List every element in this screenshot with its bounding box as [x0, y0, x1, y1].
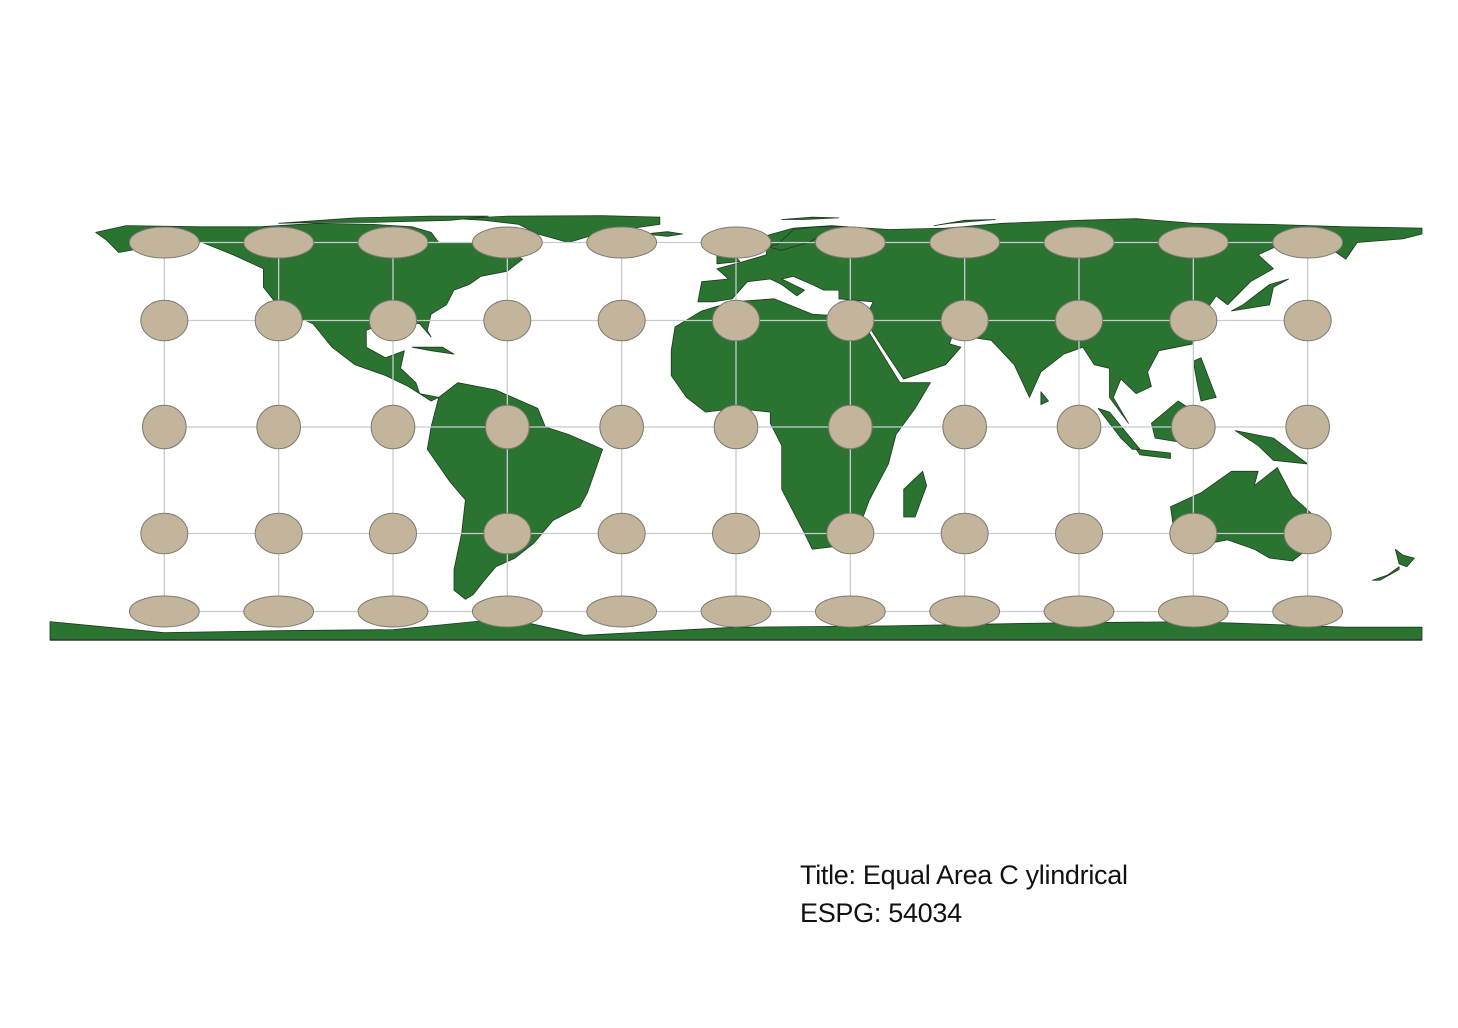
land-novaya-zemlya	[933, 219, 996, 227]
tissot-ellipse	[1055, 299, 1103, 342]
land-sri-lanka	[1040, 391, 1049, 406]
tissot-ellipse	[1171, 404, 1216, 450]
tissot-ellipse	[814, 595, 886, 628]
land-java	[1135, 448, 1171, 459]
tissot-ellipse	[586, 595, 658, 628]
tissot-ellipse	[1157, 595, 1229, 628]
tissot-ellipse	[700, 595, 772, 628]
tissot-ellipse	[826, 512, 875, 555]
land-madagascar	[903, 470, 927, 518]
tissot-ellipse	[1272, 226, 1344, 259]
tissot-ellipse	[599, 404, 644, 450]
tissot-ellipse	[140, 299, 189, 342]
tissot-ellipse	[713, 404, 759, 450]
tissot-ellipse	[826, 299, 875, 342]
tissot-ellipse	[471, 595, 543, 628]
tissot-ellipse	[357, 226, 429, 259]
land-arctic-islands	[278, 215, 489, 224]
land-japan	[1231, 278, 1289, 312]
tissot-ellipse	[1283, 299, 1332, 342]
land-new-zealand-south	[1372, 566, 1400, 581]
tissot-ellipse	[471, 226, 543, 259]
tissot-ellipse	[1272, 595, 1344, 628]
tissot-ellipse	[814, 226, 886, 259]
land-new-guinea	[1234, 430, 1309, 465]
tissot-ellipse	[357, 595, 429, 628]
tissot-ellipse	[1043, 226, 1115, 259]
tissot-ellipse	[485, 404, 530, 450]
tissot-ellipse	[1056, 404, 1102, 450]
tissot-ellipse	[140, 512, 189, 555]
tissot-ellipse	[929, 595, 1001, 628]
tissot-ellipse	[1283, 512, 1332, 555]
projection-code: ESPG: 54034	[800, 898, 962, 928]
tissot-ellipse	[712, 299, 760, 342]
land-iceland	[644, 231, 683, 237]
land-svalbard	[781, 216, 840, 220]
tissot-ellipse	[254, 299, 303, 342]
tissot-ellipse	[586, 226, 658, 259]
tissot-ellipse	[369, 299, 417, 342]
tissot-ellipse	[1157, 226, 1229, 259]
tissot-ellipse	[142, 404, 187, 450]
tissot-ellipse	[940, 512, 989, 555]
tissot-ellipse	[940, 299, 989, 342]
tissot-ellipse	[1055, 512, 1103, 555]
tissot-ellipse	[942, 404, 987, 450]
tissot-ellipse	[700, 226, 772, 259]
tissot-ellipse	[1285, 404, 1330, 450]
land-north-america	[95, 222, 523, 402]
tissot-ellipse	[254, 512, 303, 555]
tissot-ellipse	[256, 404, 301, 450]
tissot-ellipse	[483, 512, 532, 555]
land-cuba	[411, 346, 455, 355]
tissot-ellipse	[369, 512, 417, 555]
tissot-ellipse	[597, 512, 646, 555]
projection-title: Title: Equal Area C ylindrical	[800, 860, 1128, 890]
tissot-ellipse	[243, 595, 315, 628]
tissot-indicatrix	[128, 226, 1344, 628]
tissot-ellipse	[1169, 299, 1218, 342]
tissot-ellipse	[370, 404, 416, 450]
tissot-ellipse	[828, 404, 873, 450]
tissot-ellipse	[128, 595, 200, 628]
land-new-zealand-north	[1394, 548, 1415, 568]
tissot-ellipse	[243, 226, 315, 259]
tissot-ellipse	[1043, 595, 1115, 628]
tissot-ellipse	[483, 299, 532, 342]
tissot-ellipse	[712, 512, 760, 555]
land-philippines	[1192, 357, 1217, 402]
tissot-ellipse	[128, 226, 200, 259]
tissot-ellipse	[929, 226, 1001, 259]
tissot-ellipse	[597, 299, 646, 342]
land-sumatra	[1097, 407, 1141, 450]
map-caption: Title: Equal Area C ylindrical ESPG: 540…	[800, 856, 1128, 932]
tissot-ellipse	[1169, 512, 1218, 555]
